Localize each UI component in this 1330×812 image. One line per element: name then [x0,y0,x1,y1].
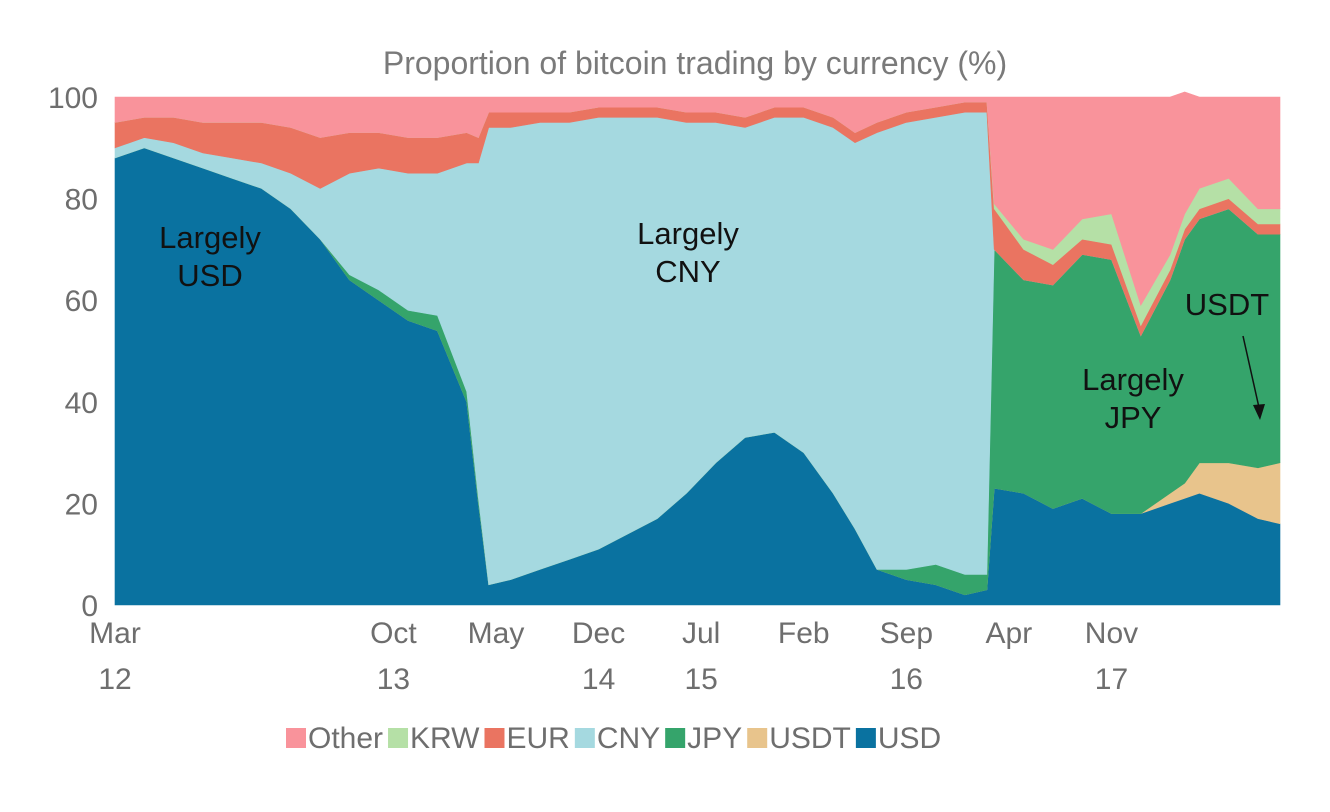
legend-swatch-jpy [665,728,686,748]
y-tick-label-20: 20 [65,488,98,521]
legend-swatch-cny [574,728,595,748]
y-axis-ticks: 0 20 40 60 80 100 [48,82,98,623]
annotation-largely-jpy-line-1: Largely [1082,362,1184,397]
x-tick-label-dec: Dec [572,617,625,650]
legend-label-other: Other [308,722,383,755]
x-tick-year-15: 15 [684,663,717,696]
legend-label-usd: USD [878,722,941,755]
annotation-largely-jpy-line-2: JPY [1105,400,1162,435]
legend-label-jpy: JPY [687,722,742,755]
legend-swatch-usdt [747,728,768,748]
area-other [114,91,1281,307]
y-tick-label-60: 60 [65,285,98,318]
x-tick-label-oct: Oct [370,617,417,650]
usdt-arrow-head [1253,404,1265,420]
x-tick-label-apr: Apr [986,617,1033,650]
x-tick-label-mar: Mar [89,617,141,650]
x-tick-label-nov: Nov [1085,617,1138,650]
legend-swatch-usd [855,728,876,748]
legend-label-eur: EUR [506,722,569,755]
legend-label-krw: KRW [410,722,480,755]
y-tick-label-0: 0 [81,590,98,623]
annotation-usdt-line-1: USDT [1185,287,1269,322]
x-axis-ticks: Mar 12 Oct 13 May Dec 14 Jul 15 Feb Sep 16 Apr Nov 17 [89,617,1138,696]
usdt-arrow-line [1242,335,1261,413]
x-tick-label-sep: Sep [880,617,933,650]
annotation-largely-cny-line-2: CNY [655,254,720,289]
legend-swatch-other [286,728,306,748]
x-tick-label-may: May [468,617,525,650]
y-tick-label-80: 80 [65,184,98,217]
legend-label-usdt: USDT [769,722,851,755]
y-tick-label-100: 100 [48,82,98,115]
annotation-largely-cny-line-1: Largely [637,216,739,251]
legend-swatch-krw [388,728,409,748]
annotation-largely-usd-line-1: Largely [159,220,261,255]
annotation-largely-usd-line-2: USD [177,258,242,293]
x-tick-year-16: 16 [890,663,923,696]
legend-swatch-eur [484,728,505,748]
x-tick-year-17: 17 [1095,663,1128,696]
chart-title: Proportion of bitcoin trading by currenc… [383,45,1007,81]
y-tick-label-40: 40 [65,387,98,420]
legend-label-cny: CNY [597,722,660,755]
x-tick-year-14: 14 [582,663,615,696]
x-tick-label-jul: Jul [682,617,720,650]
x-tick-year-12: 12 [98,663,131,696]
x-tick-label-feb: Feb [778,617,830,650]
legend: Other KRW EUR CNY JPY USDT USD [286,722,941,755]
series-areas [114,91,1281,606]
x-tick-year-13: 13 [377,663,410,696]
